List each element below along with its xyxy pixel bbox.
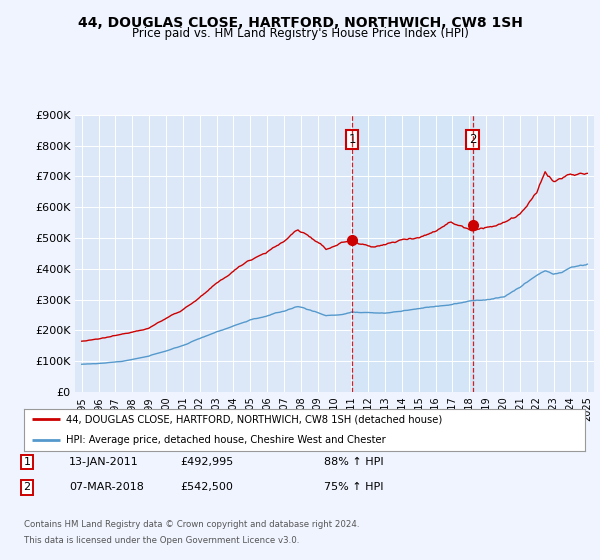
Text: 07-MAR-2018: 07-MAR-2018 [69,482,144,492]
Text: 1: 1 [23,457,31,467]
Text: £492,995: £492,995 [180,457,233,467]
Text: 88% ↑ HPI: 88% ↑ HPI [324,457,383,467]
Text: 75% ↑ HPI: 75% ↑ HPI [324,482,383,492]
Text: 13-JAN-2011: 13-JAN-2011 [69,457,139,467]
Text: 44, DOUGLAS CLOSE, HARTFORD, NORTHWICH, CW8 1SH (detached house): 44, DOUGLAS CLOSE, HARTFORD, NORTHWICH, … [66,414,442,424]
Text: 1: 1 [348,133,356,146]
Bar [352,115,473,392]
Text: 2: 2 [469,133,476,146]
Text: 44, DOUGLAS CLOSE, HARTFORD, NORTHWICH, CW8 1SH: 44, DOUGLAS CLOSE, HARTFORD, NORTHWICH, … [77,16,523,30]
Text: 2: 2 [23,482,31,492]
Text: This data is licensed under the Open Government Licence v3.0.: This data is licensed under the Open Gov… [24,536,299,545]
Text: £542,500: £542,500 [180,482,233,492]
Text: Price paid vs. HM Land Registry's House Price Index (HPI): Price paid vs. HM Land Registry's House … [131,27,469,40]
Text: Contains HM Land Registry data © Crown copyright and database right 2024.: Contains HM Land Registry data © Crown c… [24,520,359,529]
Text: HPI: Average price, detached house, Cheshire West and Chester: HPI: Average price, detached house, Ches… [66,435,386,445]
